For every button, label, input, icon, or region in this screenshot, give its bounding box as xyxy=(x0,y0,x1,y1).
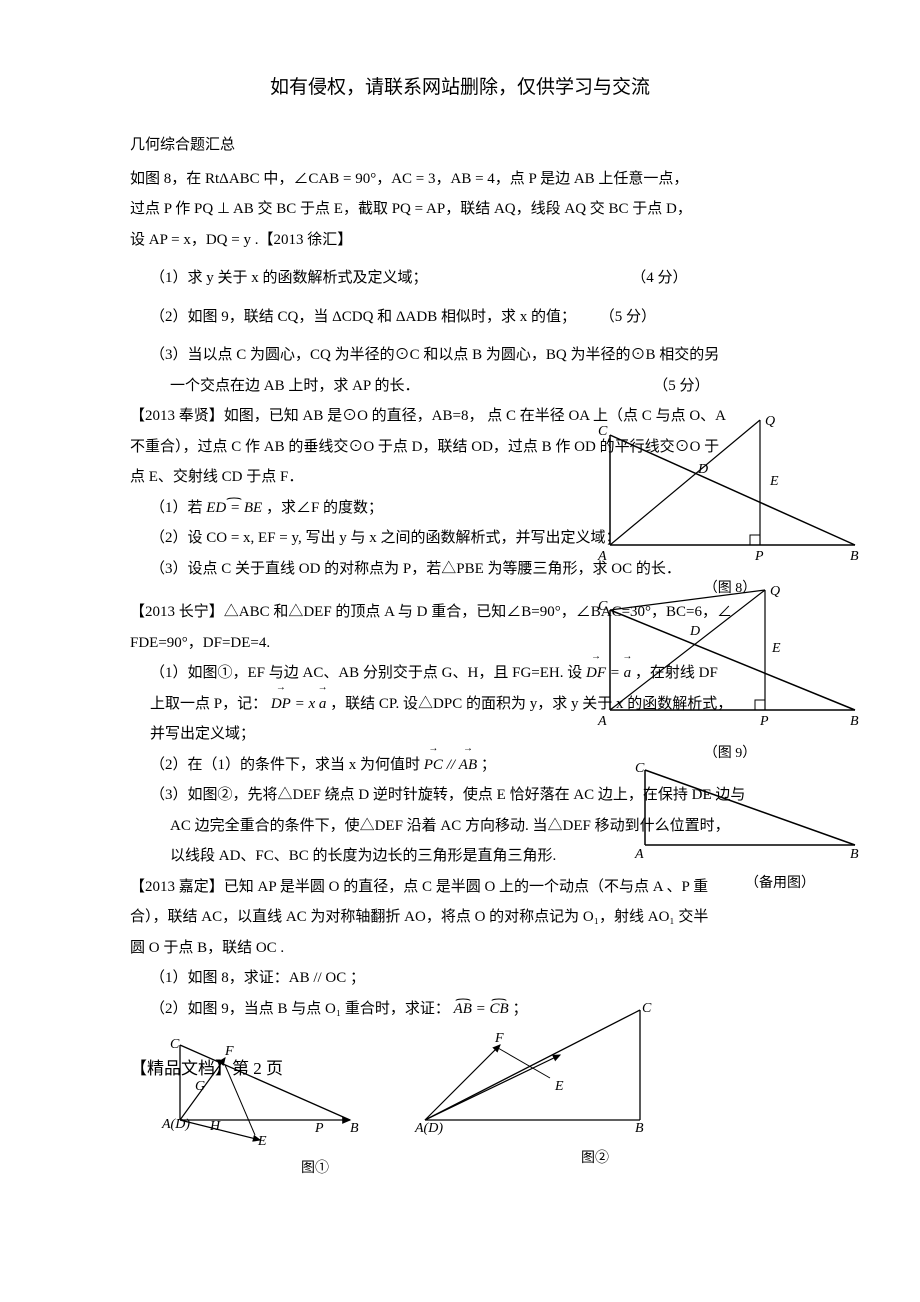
p1-q3b: 一个交点在边 AB 上时，求 AP 的长． （5 分） xyxy=(130,372,790,401)
p3-vec-ab: AB xyxy=(459,751,477,780)
p2-q3: （3）设点 C 关于直线 OD 的对称点为 P，若△PBE 为等腰三角形，求 O… xyxy=(130,555,790,584)
p3-q1d-text: ，联结 CP. 设△DPC 的面积为 y，求 y 关于 x 的函数解析式， xyxy=(330,696,732,712)
svg-text:B: B xyxy=(635,1121,644,1136)
p1-q1-text: （1）求 y 关于 x 的函数解析式及定义域； xyxy=(150,270,428,286)
p3-q3b: AC 边完全重合的条件下，使△DEF 沿着 AC 方向移动. 当△DEF 移动到… xyxy=(130,812,790,841)
p1-intro1: 如图 8，在 RtΔABC 中，∠CAB = 90°，AC = 3，AB = 4… xyxy=(130,165,790,194)
p3-q2b: ； xyxy=(481,757,496,773)
page-footer: 【精品文档】第 2 页 xyxy=(130,1053,790,1085)
p4-q2a: （2）如图 9，当点 B 与点 O₁ 重合时，求证： xyxy=(150,1001,450,1017)
p2-q1-start: （1）若 xyxy=(150,500,203,516)
p1-intro2: 过点 P 作 PQ ⊥ AB 交 BC 于点 E，截取 PQ = AP，联结 A… xyxy=(130,195,790,224)
svg-text:A(D): A(D) xyxy=(161,1117,190,1132)
p3-intro2: FDE=90°，DF=DE=4. xyxy=(130,629,790,658)
p1-q3b-text: 一个交点在边 AB 上时，求 AP 的长． xyxy=(170,378,419,394)
p1-q2: （2）如图 9，联结 CQ，当 ΔCDQ 和 ΔADB 相似时，求 x 的值； … xyxy=(130,303,790,332)
p2-q2: （2）设 CO = x, EF = y, 写出 y 与 x 之间的函数解析式，并… xyxy=(130,524,790,553)
p2-q1: （1）若 ED = BE ，求∠F 的度数； xyxy=(130,494,790,523)
section-title: 几何综合题汇总 xyxy=(130,131,790,160)
p3-q1a-text: （1）如图①，EF 与边 AC、AB 分别交于点 G、H，且 FG=EH. 设 xyxy=(150,665,582,681)
svg-text:B: B xyxy=(850,847,859,862)
p3-vec-df: DF xyxy=(586,659,606,688)
p3-eq1: = xyxy=(610,665,624,681)
p3-q2-mid: // xyxy=(447,757,459,773)
p4-intro3: 圆 O 于点 B，联结 OC . xyxy=(130,934,790,963)
circ1-label: 图① xyxy=(260,1156,370,1183)
svg-text:E: E xyxy=(257,1134,267,1149)
p4-intro1: 【2013 嘉定】已知 AP 是半圆 O 的直径，点 C 是半圆 O 上的一个动… xyxy=(130,873,790,902)
p4-q2: （2）如图 9，当点 B 与点 O₁ 重合时，求证： AB = CB ； xyxy=(130,995,790,1024)
p3-q1e: 并写出定义域； xyxy=(130,720,790,749)
svg-text:B: B xyxy=(850,714,859,729)
p1-q1-score: （4 分） xyxy=(631,270,687,286)
p3-q3a: （3）如图②，先将△DEF 绕点 D 逆时针旋转，使点 E 恰好落在 AC 边上… xyxy=(130,781,790,810)
p3-intro1: 【2013 长宁】△ABC 和△DEF 的顶点 A 与 D 重合，已知∠B=90… xyxy=(130,598,790,627)
svg-text:F: F xyxy=(494,1031,504,1046)
svg-text:A(D): A(D) xyxy=(414,1121,443,1136)
p4-arc-cb: CB xyxy=(490,995,509,1024)
p2-q1-end: ，求∠F 的度数； xyxy=(266,500,383,516)
header-notice: 如有侵权，请联系网站删除，仅供学习与交流 xyxy=(130,70,790,106)
p1-intro3: 设 AP = x，DQ = y .【2013 徐汇】 xyxy=(130,226,790,255)
svg-text:B: B xyxy=(850,549,859,564)
p3-q1a: （1）如图①，EF 与边 AC、AB 分别交于点 G、H，且 FG=EH. 设 … xyxy=(130,659,790,688)
p3-vec-dp: DP xyxy=(271,690,291,719)
p4-arc-ab: AB xyxy=(454,995,472,1024)
p3-q1b-text: ，在射线 DF xyxy=(635,665,718,681)
p3-eq2: = x xyxy=(295,696,316,712)
svg-text:Q: Q xyxy=(770,584,780,599)
p3-q1c-line: 上取一点 P，记： DP = x a ，联结 CP. 设△DPC 的面积为 y，… xyxy=(130,690,790,719)
p3-vec-pc: PC xyxy=(424,751,443,780)
p1-q3-score: （5 分） xyxy=(653,378,709,394)
svg-text:H: H xyxy=(209,1119,221,1134)
p4-eq: = xyxy=(476,1001,490,1017)
p3-q2: （2）在（1）的条件下，求当 x 为何值时 PC // AB ； xyxy=(130,751,790,780)
p3-q3c: 以线段 AD、FC、BC 的长度为边长的三角形是直角三角形. xyxy=(130,842,790,871)
p3-q2a: （2）在（1）的条件下，求当 x 为何值时 xyxy=(150,757,424,773)
svg-text:B: B xyxy=(350,1121,359,1136)
p1-q3a: （3）当以点 C 为圆心，CQ 为半径的⊙C 和以点 B 为圆心，BQ 为半径的… xyxy=(130,341,790,370)
p2-intro1: 【2013 奉贤】如图，已知 AB 是⊙O 的直径，AB=8， 点 C 在半径 … xyxy=(130,402,790,431)
p3-vec-a2: a xyxy=(319,690,327,719)
p1-q2-text: （2）如图 9，联结 CQ，当 ΔCDQ 和 ΔADB 相似时，求 x 的值； xyxy=(150,309,576,325)
p1-q2-score: （5 分） xyxy=(600,309,656,325)
svg-text:P: P xyxy=(314,1121,324,1136)
p2-intro2: 不重合），过点 C 作 AB 的垂线交⊙O 于点 D，联结 OD，过点 B 作 … xyxy=(130,433,790,462)
p1-q1: （1）求 y 关于 x 的函数解析式及定义域； （4 分） xyxy=(130,264,790,293)
p3-q1c-text: 上取一点 P，记： xyxy=(150,696,267,712)
p3-vec-a: a xyxy=(624,659,632,688)
p4-q2b: ； xyxy=(512,1001,527,1017)
p4-intro2: 合），联结 AC，以直线 AC 为对称轴翻折 AO，将点 O 的对称点记为 O₁… xyxy=(130,903,790,932)
circ2-label: 图② xyxy=(520,1146,670,1173)
figure-circ2: A(D) B C F E 图② xyxy=(410,1000,670,1172)
p2-q1-arc: ED = BE xyxy=(206,494,262,523)
svg-text:C: C xyxy=(170,1037,180,1052)
